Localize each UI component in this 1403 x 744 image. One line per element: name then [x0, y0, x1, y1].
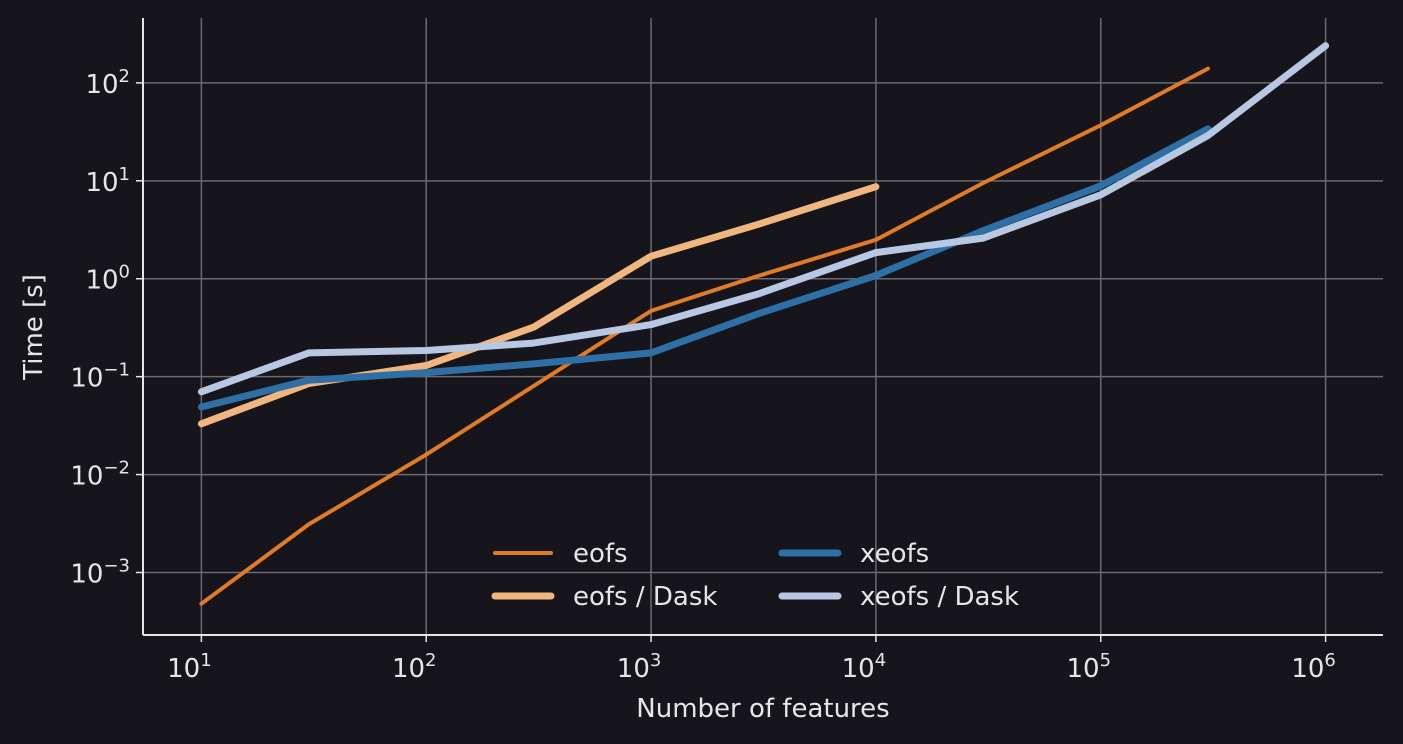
x-tick-base: 10 [167, 654, 200, 684]
x-tick-label: 106 [1291, 650, 1336, 684]
grid-lines [143, 18, 1383, 635]
y-tick-base: 10 [70, 462, 103, 492]
y-tick-exponent: 0 [119, 262, 130, 283]
y-tick-base: 10 [85, 266, 118, 296]
y-tick-base: 10 [85, 70, 118, 100]
legend-label: xeofs / Dask [860, 582, 1019, 612]
y-tick-label: 102 [85, 66, 130, 100]
y-tick-exponent: −3 [103, 556, 130, 577]
legend: eofs eofs / Dask xeofs xeofs / Dask [491, 539, 1019, 612]
y-tick-exponent: 2 [119, 66, 130, 87]
y-tick-label: 10−2 [70, 458, 130, 492]
x-tick-label: 101 [167, 650, 212, 684]
x-tick-exponent: 4 [875, 650, 886, 671]
y-tick-base: 10 [70, 560, 103, 590]
legend-entry-eofs: eofs [493, 539, 628, 569]
x-tick-label: 104 [842, 650, 887, 684]
y-tick-label: 100 [85, 262, 130, 296]
x-tick-base: 10 [1066, 654, 1099, 684]
x-tick-exponent: 6 [1324, 650, 1335, 671]
legend-label: eofs / Dask [573, 582, 717, 612]
x-tick-label: 102 [392, 650, 437, 684]
y-tick-exponent: 1 [119, 164, 130, 185]
x-tick-exponent: 2 [425, 650, 436, 671]
series-line-eofs [199, 66, 1210, 606]
x-tick-label: 103 [617, 650, 662, 684]
series-line-xeofs [197, 125, 1212, 411]
x-tick-base: 10 [617, 654, 650, 684]
x-tick-base: 10 [1291, 654, 1324, 684]
legend-entry-xeofs: xeofs [778, 539, 929, 569]
y-tick-label: 10−1 [70, 360, 130, 394]
legend-entry-eofs-dask: eofs / Dask [491, 582, 717, 612]
x-tick-label: 105 [1066, 650, 1111, 684]
y-tick-base: 10 [85, 168, 118, 198]
y-tick-label: 101 [85, 164, 130, 198]
legend-label: eofs [573, 539, 628, 569]
series-lines [197, 42, 1330, 606]
x-axis-label: Number of features [636, 694, 889, 724]
y-tick-exponent: −1 [103, 360, 130, 381]
y-tick-label: 10−3 [70, 556, 130, 590]
y-axis-label: Time [s] [19, 274, 49, 381]
y-tick-exponent: −2 [103, 458, 130, 479]
x-tick-exponent: 1 [200, 650, 211, 671]
x-tick-base: 10 [842, 654, 875, 684]
y-tick-base: 10 [70, 364, 103, 394]
x-tick-labels: 101 102 103 104 105 106 [167, 635, 1336, 684]
legend-label: xeofs [860, 539, 929, 569]
legend-entry-xeofs-dask: xeofs / Dask [778, 582, 1019, 612]
axes [142, 18, 1383, 636]
x-tick-exponent: 3 [650, 650, 661, 671]
series-line-xeofs-dask [197, 42, 1330, 396]
x-tick-base: 10 [392, 654, 425, 684]
x-tick-exponent: 5 [1100, 650, 1111, 671]
